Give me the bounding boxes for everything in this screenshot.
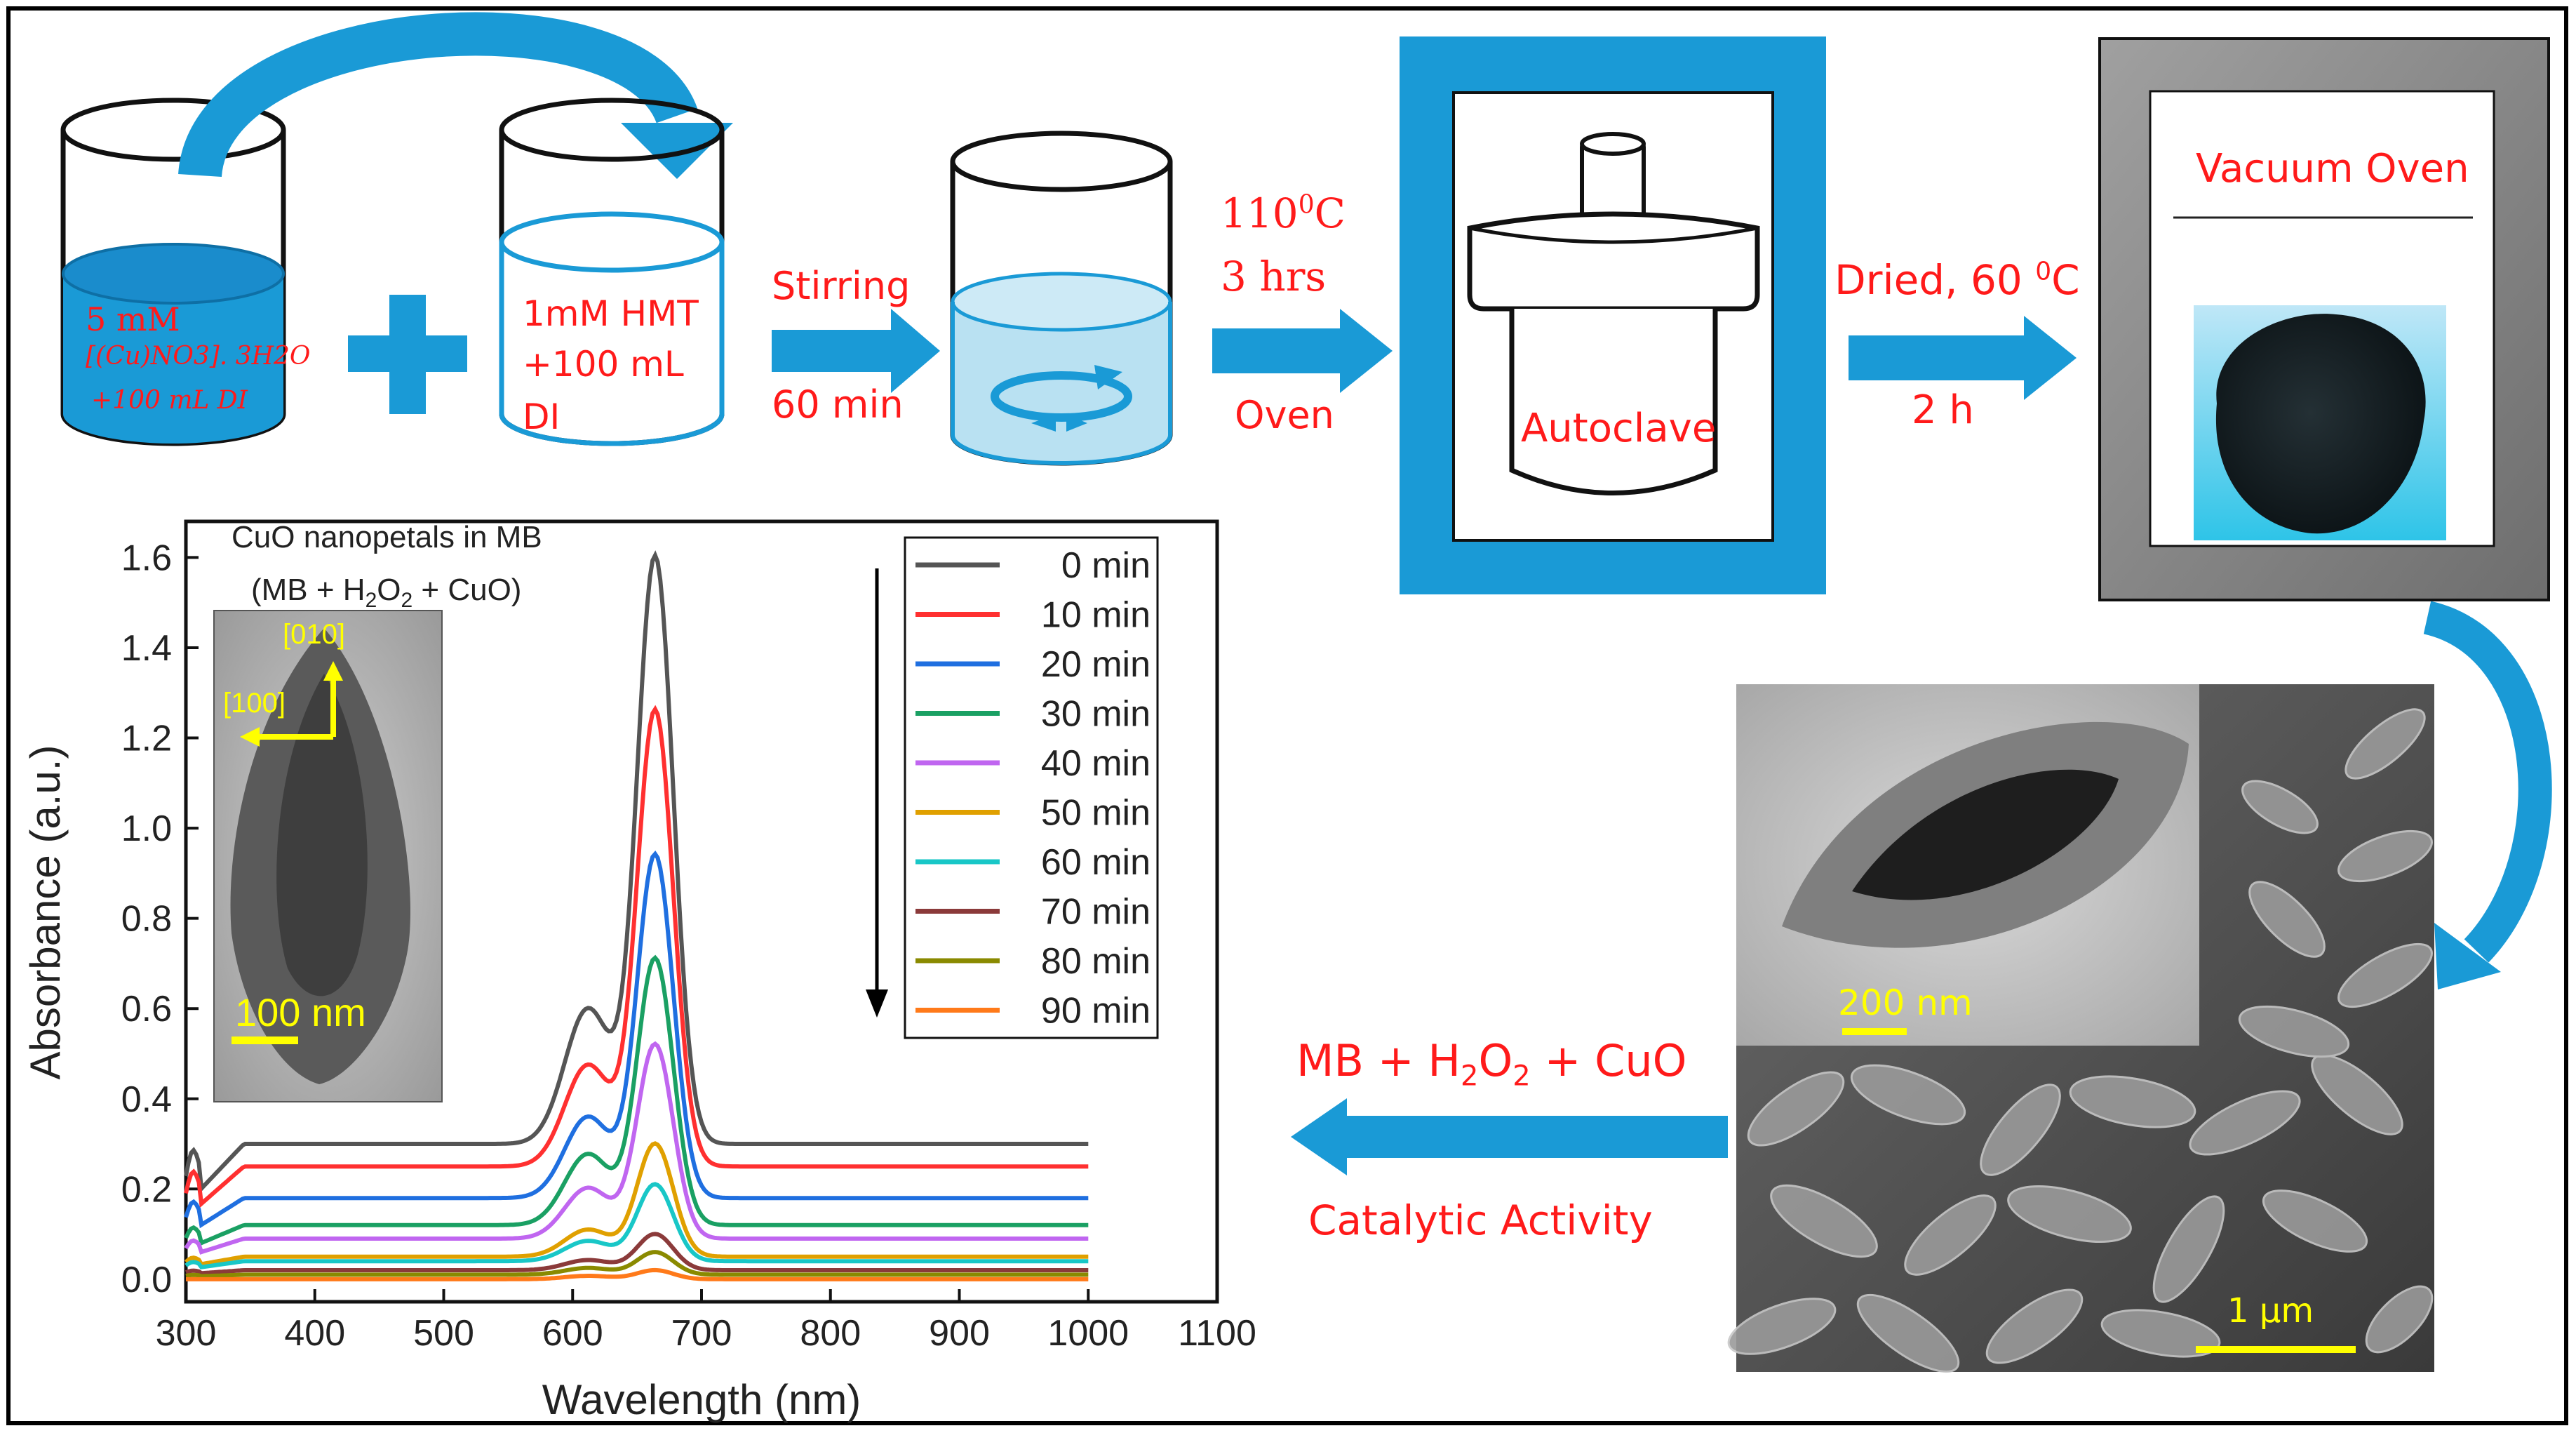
series-line — [185, 1232, 1089, 1276]
beaker-2 — [499, 98, 725, 446]
dry-label: Dried, 60 0C — [1834, 256, 2080, 304]
legend-label: 90 min — [1041, 991, 1151, 1032]
series-line — [185, 1182, 1089, 1269]
beaker-1 — [60, 98, 286, 446]
stirring-arrow — [772, 309, 940, 393]
x-axis-label: Wavelength (nm) — [542, 1376, 861, 1423]
inset-scale-label: 100 nm — [235, 990, 366, 1034]
inset-title-2: (MB + H2O2 + CuO) — [251, 573, 521, 612]
transfer-arrow — [178, 12, 733, 179]
legend-label: 30 min — [1041, 694, 1151, 735]
reaction-label: MB + H2O2 + CuO — [1296, 1035, 1687, 1093]
stir-rotation-icon — [991, 365, 1132, 432]
stirring-label: Stirring — [772, 264, 911, 308]
time-direction-arrow — [866, 568, 888, 1018]
y-tick-label: 0.6 — [121, 989, 172, 1029]
dry-time-label: 2 h — [1912, 387, 1974, 433]
series-line — [184, 1041, 1089, 1255]
beaker1-line3: +100 mL DI — [91, 386, 248, 415]
y-tick-label: 0.2 — [121, 1169, 172, 1210]
inset-scale-bar — [232, 1037, 298, 1044]
inset-title-1: CuO nanopetals in MB — [232, 520, 542, 554]
y-tick-label: 1.0 — [121, 808, 172, 849]
y-tick-label: 0.8 — [121, 899, 172, 940]
oven-time-label: 3 hrs — [1221, 253, 1327, 300]
catalytic-activity-label: Catalytic Activity — [1308, 1197, 1653, 1244]
beaker1-line2: [(Cu)NO3]. 3H2O — [86, 342, 311, 371]
legend-label: 20 min — [1041, 644, 1151, 685]
inset-tem-image — [213, 610, 443, 1102]
catalytic-arrow — [1291, 1098, 1728, 1175]
cuo-powder-photo — [2194, 305, 2446, 540]
x-tick-label: 900 — [929, 1313, 990, 1354]
oven-arrow — [1212, 309, 1393, 393]
y-tick-label: 0.0 — [121, 1260, 172, 1300]
beaker2-line2: +100 mL — [523, 344, 684, 385]
absorbance-chart: 300 400 500 600 700 800 900 1000 1100 0.0 0.2 0.4 0.… — [22, 519, 1256, 1423]
y-tick-label: 1.6 — [121, 538, 172, 578]
oven-label: Oven — [1235, 393, 1334, 437]
series-line — [185, 1141, 1089, 1267]
x-tick-label: 300 — [156, 1313, 217, 1354]
y-tick-label: 1.4 — [121, 628, 172, 669]
legend-label: 40 min — [1041, 743, 1151, 784]
series-line — [185, 1250, 1089, 1279]
chart-legend: 0 min 10 min 20 min 30 min 40 min 50 min 60 mi… — [904, 536, 1159, 1039]
sem-scale-label: 1 µm — [2227, 1291, 2314, 1331]
autoclave-vessel-icon — [1467, 132, 1760, 495]
stirring-time-label: 60 min — [772, 382, 904, 427]
y-axis-label: Absorbance (a.u.) — [22, 745, 69, 1080]
beaker1-line1: 5 mM — [86, 300, 180, 338]
x-tick-label: 500 — [413, 1313, 474, 1354]
x-tick-label: 800 — [800, 1313, 861, 1354]
series-line — [184, 954, 1089, 1246]
series-line — [184, 550, 1089, 1194]
x-tick-label: 400 — [284, 1313, 345, 1354]
beaker2-line3: DI — [523, 396, 561, 437]
transfer-arrow-2 — [2422, 601, 2552, 989]
oven-temp-label: 1100C — [1221, 189, 1346, 237]
y-tick-label: 1.2 — [121, 719, 172, 759]
x-tick-label: 1000 — [1047, 1313, 1129, 1354]
tem-scale-bar — [1842, 1028, 1907, 1035]
inset-axis-a: [010] — [283, 619, 345, 650]
beaker2-line1: 1mM HMT — [523, 293, 699, 334]
legend-label: 60 min — [1041, 842, 1151, 883]
vacuum-oven-label: Vacuum Oven — [2196, 146, 2469, 192]
legend-label: 10 min — [1041, 595, 1151, 636]
tem-scale-label: 200 nm — [1838, 982, 1973, 1023]
sem-scale-bar — [2196, 1346, 2356, 1353]
x-tick-label: 600 — [542, 1313, 603, 1354]
autoclave-label: Autoclave — [1521, 406, 1717, 451]
y-tick-label: 0.4 — [121, 1079, 172, 1120]
legend-label: 80 min — [1041, 941, 1151, 982]
dry-arrow — [1849, 316, 2077, 400]
plus-icon — [348, 295, 467, 414]
beaker-3 — [950, 131, 1173, 466]
inset-axis-b: [100] — [223, 688, 286, 719]
legend-label: 70 min — [1041, 892, 1151, 933]
legend-label: 0 min — [1061, 545, 1151, 586]
tem-micrograph — [1736, 684, 2199, 1046]
x-tick-label: 1100 — [1178, 1313, 1256, 1354]
legend-label: 50 min — [1041, 793, 1151, 834]
series-line — [186, 1267, 1089, 1281]
series-line — [184, 850, 1089, 1229]
x-tick-label: 700 — [671, 1313, 732, 1354]
series-line — [184, 705, 1089, 1208]
